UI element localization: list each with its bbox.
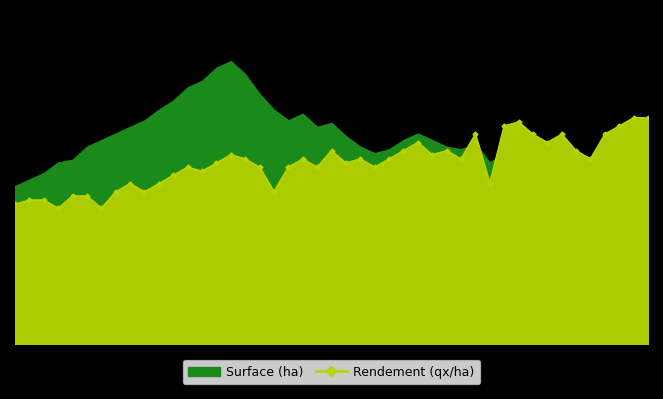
Legend: Surface (ha), Rendement (qx/ha): Surface (ha), Rendement (qx/ha) (182, 359, 481, 385)
